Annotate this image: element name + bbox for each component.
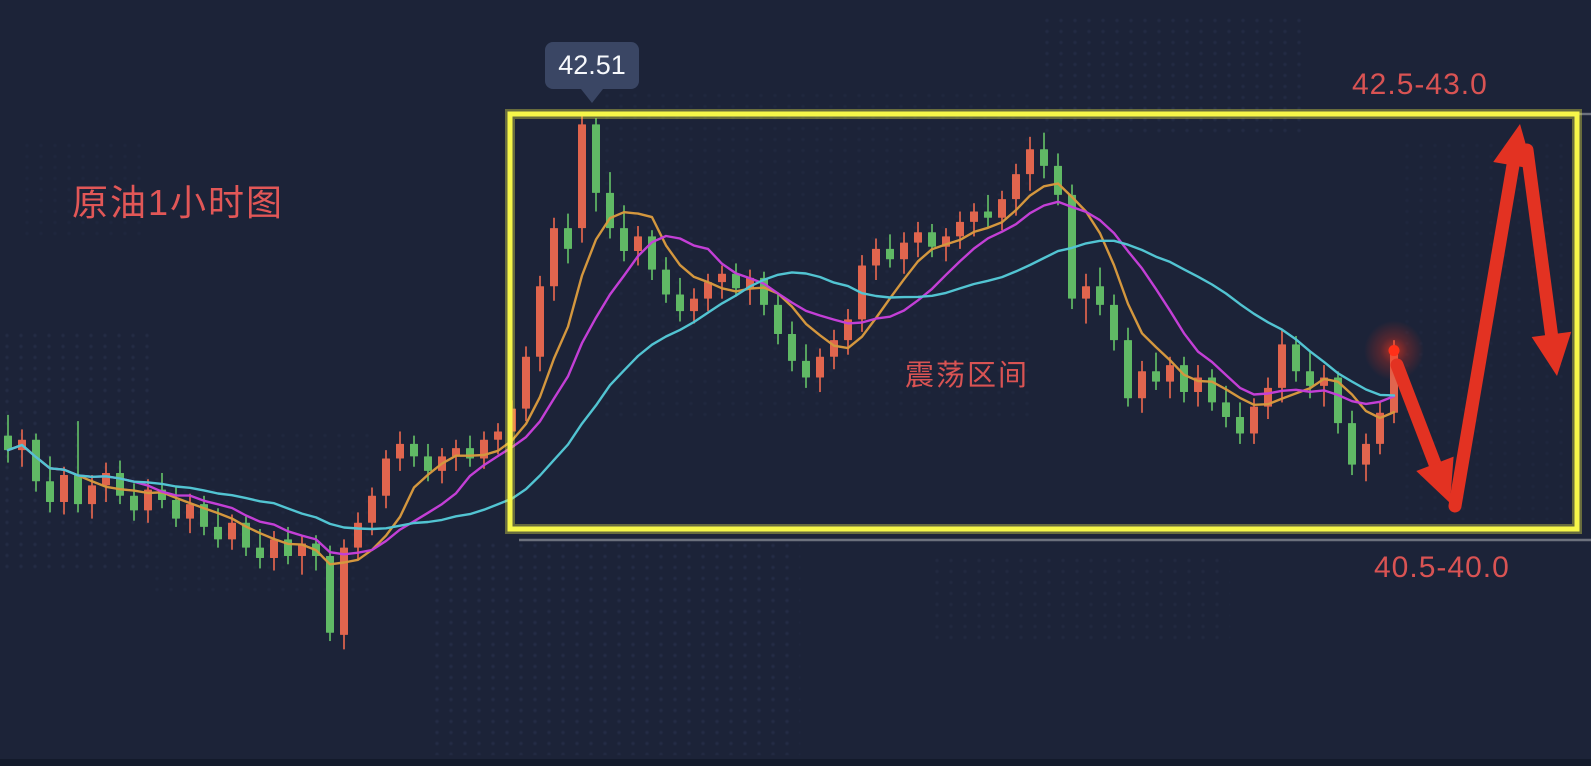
- chart-title: 原油1小时图: [72, 182, 285, 223]
- bottom-edge-strip: [0, 759, 1591, 766]
- ma-slow-line: [6, 239, 1396, 531]
- support-zone-label: 40.5-40.0: [1374, 551, 1510, 584]
- price-tooltip: 42.51: [545, 42, 639, 103]
- ma-fast-line: [6, 182, 1396, 566]
- tooltip-price-value: 42.51: [558, 50, 626, 80]
- forecast-arrows: [1390, 124, 1572, 513]
- resistance-zone-label: 42.5-43.0: [1352, 68, 1488, 101]
- last-price-dot: [1364, 320, 1424, 381]
- oscillation-range-label: 震荡区间: [905, 360, 1030, 392]
- ma-mid-line: [6, 200, 1396, 556]
- range-box: [505, 109, 1582, 534]
